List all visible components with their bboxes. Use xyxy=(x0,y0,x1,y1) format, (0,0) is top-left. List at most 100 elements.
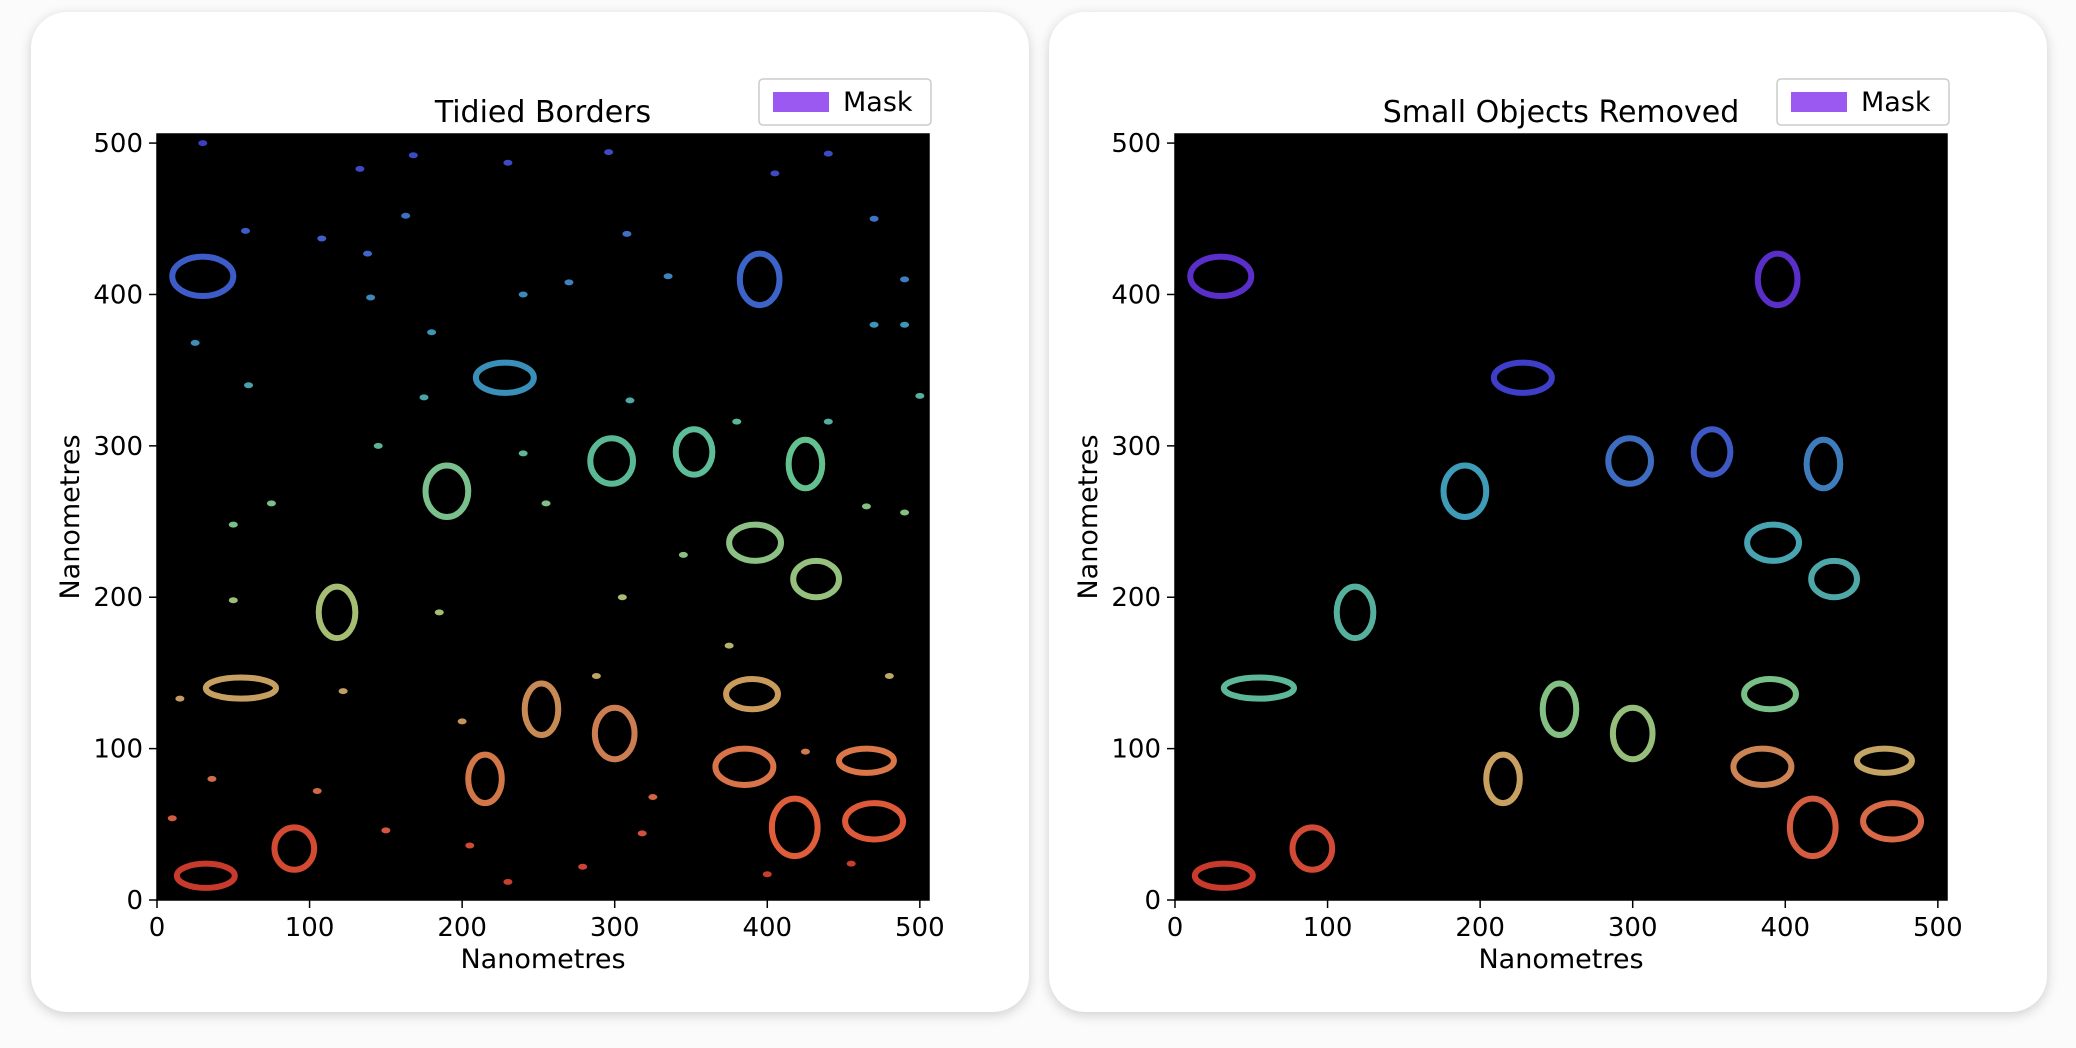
mask-speck xyxy=(541,500,551,507)
mask-speck xyxy=(457,718,467,725)
y-tick-label: 200 xyxy=(1111,583,1161,613)
y-tick-label: 400 xyxy=(93,280,143,310)
x-tick-label: 100 xyxy=(1303,913,1353,943)
mask-grain xyxy=(1609,704,1656,763)
mask-speck xyxy=(434,609,444,616)
mask-speck xyxy=(724,642,734,649)
mask-speck xyxy=(869,321,879,328)
y-tick-label: 100 xyxy=(1111,735,1161,765)
plot-area xyxy=(1175,134,1947,900)
mask-speck xyxy=(228,597,238,604)
mask-layer xyxy=(1187,250,1925,891)
mask-grain xyxy=(768,795,821,860)
mask-speck xyxy=(663,273,673,280)
mask-grain xyxy=(1808,557,1860,601)
mask-speck xyxy=(465,842,475,849)
mask-grain xyxy=(1741,675,1799,713)
mask-speck xyxy=(427,329,437,336)
mask-speck xyxy=(591,672,601,679)
mask-grain xyxy=(723,675,781,713)
chart-card-tidied-borders: 0 100 200 300 400 500 0 100 200 300 400 500 Nanometr… xyxy=(31,12,1029,1012)
mask-grain xyxy=(587,435,637,487)
mask-speck xyxy=(355,165,365,172)
y-axis-label: Nanometres xyxy=(1073,434,1104,599)
mask-speck xyxy=(408,152,418,159)
mask-grain xyxy=(726,521,785,564)
mask-speck xyxy=(900,509,910,516)
y-tick-label: 0 xyxy=(1144,886,1161,916)
chart-card-small-objects-removed: 0 100 200 300 400 500 0 100 200 300 400 500 Nanometr… xyxy=(1049,12,2047,1012)
mask-grain xyxy=(842,800,907,843)
mask-speck xyxy=(604,149,614,156)
mask-layer xyxy=(167,140,925,891)
legend-swatch xyxy=(1791,92,1847,112)
x-tick-label: 300 xyxy=(590,913,640,943)
chart-title: Small Objects Removed xyxy=(1383,95,1740,130)
mask-speck xyxy=(198,140,208,147)
mask-grain xyxy=(1853,745,1915,776)
mask-grain xyxy=(1690,426,1734,478)
mask-grain xyxy=(790,557,842,601)
mask-grain xyxy=(1605,435,1655,487)
y-axis-label: Nanometres xyxy=(55,434,86,599)
legend-swatch xyxy=(773,92,829,112)
mask-speck xyxy=(617,594,627,601)
mask-speck xyxy=(637,830,647,837)
mask-speck xyxy=(363,250,373,257)
mask-speck xyxy=(518,450,528,457)
x-tick-label: 400 xyxy=(742,913,792,943)
mask-speck xyxy=(244,382,254,389)
mask-speck xyxy=(900,321,910,328)
mask-grain xyxy=(169,253,237,299)
mask-speck xyxy=(678,551,688,558)
mask-grain xyxy=(672,426,716,478)
mask-grain xyxy=(1754,250,1801,309)
mask-grain xyxy=(173,860,238,891)
legend-label: Mask xyxy=(1861,87,1931,118)
y-tick-label: 100 xyxy=(93,735,143,765)
mask-speck xyxy=(312,788,322,795)
y-tick-label: 500 xyxy=(1111,129,1161,159)
x-tick-label: 500 xyxy=(895,913,945,943)
x-tick-label: 300 xyxy=(1608,913,1658,943)
mask-speck xyxy=(366,294,376,301)
mask-speck xyxy=(381,827,391,834)
mask-grain xyxy=(422,462,472,521)
mask-speck xyxy=(800,748,810,755)
mask-speck xyxy=(240,227,250,234)
mask-speck xyxy=(823,418,833,425)
y-tick-label: 400 xyxy=(1111,280,1161,310)
mask-speck xyxy=(823,150,833,157)
mask-speck xyxy=(503,878,513,885)
mask-grain xyxy=(591,704,638,763)
mask-speck xyxy=(884,672,894,679)
mask-grain xyxy=(315,583,359,642)
mask-grain xyxy=(1440,462,1490,521)
mask-grain xyxy=(202,674,280,702)
mask-grain xyxy=(465,751,505,807)
y-tick-label: 500 xyxy=(93,129,143,159)
x-tick-label: 400 xyxy=(1760,913,1810,943)
chart-small-objects-removed: 0 100 200 300 400 500 0 100 200 300 400 500 Nanometr… xyxy=(1073,78,1963,975)
mask-speck xyxy=(762,871,772,878)
mask-speck xyxy=(503,159,513,166)
mask-grain xyxy=(521,680,562,738)
mask-speck xyxy=(900,276,910,283)
mask-speck xyxy=(846,860,856,867)
mask-speck xyxy=(266,500,276,507)
mask-grain xyxy=(472,359,537,396)
mask-speck xyxy=(207,775,217,782)
mask-speck xyxy=(869,215,879,222)
mask-grain xyxy=(835,745,897,776)
x-axis-label: Nanometres xyxy=(1478,944,1643,975)
mask-grain xyxy=(1187,253,1255,299)
y-tick-label: 300 xyxy=(93,432,143,462)
mask-speck xyxy=(338,688,348,695)
y-tick-label: 200 xyxy=(93,583,143,613)
mask-speck xyxy=(317,235,327,242)
legend: Mask xyxy=(758,78,932,126)
mask-grain xyxy=(1786,795,1839,860)
mask-grain xyxy=(1220,674,1298,702)
x-tick-label: 0 xyxy=(1167,913,1184,943)
mask-speck xyxy=(419,394,429,401)
